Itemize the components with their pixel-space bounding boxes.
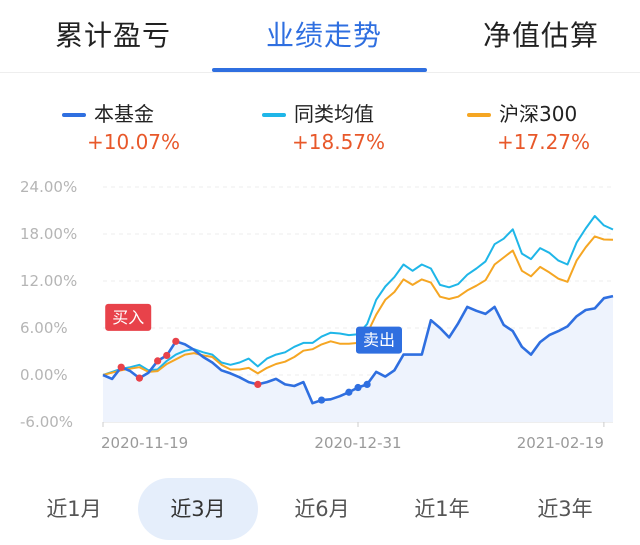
sell-point bbox=[363, 380, 371, 388]
buy-point bbox=[117, 363, 125, 371]
sell-marker-badge bbox=[356, 326, 402, 354]
range-3-years[interactable]: 近3年 bbox=[537, 497, 593, 521]
x-tick-label: 2020-11-19 bbox=[101, 434, 188, 452]
y-tick-label: 12.00% bbox=[20, 272, 77, 290]
y-tick-label: 24.00% bbox=[20, 178, 77, 196]
buy-point bbox=[163, 351, 171, 360]
legend-name: 同类均值 bbox=[294, 102, 374, 126]
sell-point bbox=[317, 396, 326, 404]
sell-point bbox=[354, 383, 362, 392]
range-6-months[interactable]: 近6月 bbox=[294, 497, 350, 521]
active-tab-indicator bbox=[212, 68, 427, 72]
x-tick-label: 2020-12-31 bbox=[314, 434, 401, 452]
performance-line-chart: 24.00% 18.00% 12.00% 6.00% 0.00% -6.00% 2020-1… bbox=[20, 178, 614, 452]
legend-value: +18.57% bbox=[292, 130, 386, 154]
legend-value: +17.27% bbox=[497, 130, 591, 154]
y-tick-label: 6.00% bbox=[20, 319, 68, 337]
tab-divider bbox=[0, 72, 640, 73]
range-selector: 近1月 近3月 近6月 近1年 近3年 bbox=[0, 478, 640, 540]
tab-bar: 累计盈亏 业绩走势 净值估算 bbox=[0, 0, 640, 73]
legend-swatch-csi300 bbox=[467, 113, 491, 117]
buy-point bbox=[154, 357, 162, 365]
y-tick-label: 0.00% bbox=[20, 366, 68, 384]
y-tick-label: 18.00% bbox=[20, 225, 77, 243]
legend-value: +10.07% bbox=[87, 130, 181, 154]
sell-marker-label: 卖出 bbox=[363, 331, 395, 350]
buy-point bbox=[172, 337, 180, 345]
range-3-months[interactable]: 近3月 bbox=[138, 478, 258, 540]
range-1-year[interactable]: 近1年 bbox=[414, 497, 470, 521]
buy-marker-badge bbox=[105, 303, 152, 331]
tab-performance-trend[interactable]: 业绩走势 bbox=[266, 19, 383, 52]
range-1-month[interactable]: 近1月 bbox=[46, 497, 102, 521]
legend-name: 沪深300 bbox=[499, 102, 578, 126]
tab-cumulative-pnl[interactable]: 累计盈亏 bbox=[55, 19, 172, 52]
y-tick-label: -6.00% bbox=[20, 413, 73, 431]
legend-swatch-fund bbox=[62, 113, 86, 117]
buy-point bbox=[135, 374, 144, 382]
legend-swatch-peer bbox=[262, 113, 286, 117]
x-tick-label: 2021-02-19 bbox=[517, 434, 604, 452]
buy-point bbox=[254, 380, 262, 388]
tab-nav-estimate[interactable]: 净值估算 bbox=[483, 19, 600, 52]
legend-name: 本基金 bbox=[94, 102, 154, 126]
sell-point bbox=[345, 388, 353, 396]
buy-marker-label: 买入 bbox=[112, 308, 144, 327]
fund-area-fill bbox=[103, 296, 613, 422]
chart-legend: 本基金 +10.07% 同类均值 +18.57% 沪深300 +17.27% bbox=[0, 98, 640, 158]
